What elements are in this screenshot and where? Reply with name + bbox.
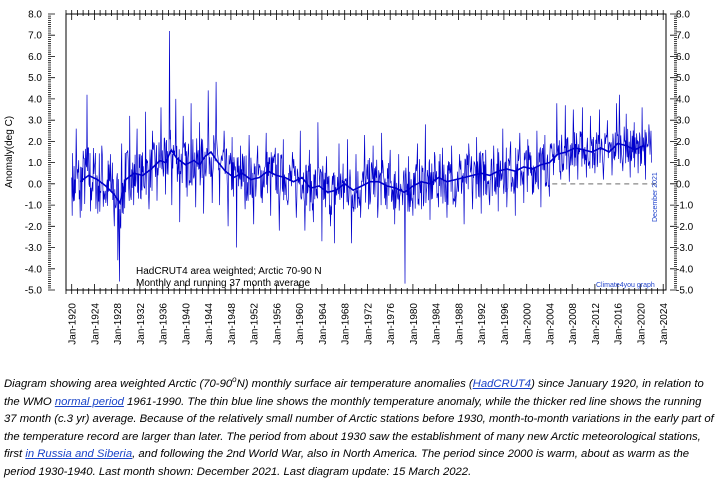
caption-text-4: 1961-1990. The thin blue line shows the …: [4, 395, 714, 461]
y-tick-label-left: 7.0: [28, 31, 42, 42]
axis-ticks: [48, 10, 677, 294]
plot-frame: [65, 13, 667, 291]
normal-period-link[interactable]: normal period: [54, 395, 124, 408]
x-tick-labels: Jan-1920 Jan-1924 Jan-1928 Jan-1932 Jan-1936…: [68, 303, 670, 345]
arctic-temperature-chart: 8.0 7.0 6.0 5.0 4.0 3.0 2.0 1.0 0.0 -1.0 -2.0 -3.0 -…: [4, 9, 694, 345]
x-tick-label: Jan-1952: [250, 303, 261, 345]
x-tick-label: Jan-1936: [159, 303, 170, 345]
x-tick-label: Jan-1940: [181, 303, 192, 345]
y-tick-label-left: -5.0: [25, 286, 43, 297]
y-tick-label-left: -3.0: [25, 243, 43, 254]
x-tick-label: Jan-2016: [614, 303, 625, 345]
x-tick-label: Jan-1944: [204, 303, 215, 345]
y-tick-label-left: 8.0: [28, 10, 42, 21]
rotated-date-label: December 2021: [652, 172, 659, 222]
y-tick-label-left: 0.0: [28, 179, 42, 190]
y-tick-label-left: -2.0: [25, 222, 43, 233]
y-tick-label-left: 3.0: [28, 116, 42, 127]
y-tick-label-left: -1.0: [25, 201, 43, 212]
x-tick-label: Jan-1992: [477, 303, 488, 345]
x-tick-label: Jan-1976: [386, 303, 397, 345]
x-tick-label: Jan-1980: [409, 303, 420, 345]
x-tick-label: Jan-2024: [659, 303, 670, 345]
x-tick-label: Jan-2012: [591, 303, 602, 345]
caption-text-5: , and following the 2nd World War, also …: [4, 448, 690, 478]
x-tick-label: Jan-1988: [454, 303, 465, 345]
y-tick-label-left: 1.0: [28, 158, 42, 169]
russia-siberia-link[interactable]: in Russia and Siberia: [25, 448, 133, 461]
y-tick-label-right: -3.0: [676, 243, 694, 254]
x-tick-label: Jan-1920: [68, 303, 79, 345]
figure-caption: Diagram showing area weighted Arctic (70…: [4, 376, 714, 482]
climate4you-watermark: Climate4you graph: [596, 282, 655, 289]
y-tick-label-right: -5.0: [676, 286, 694, 297]
x-tick-label: Jan-1924: [90, 303, 101, 345]
y-tick-label-right: 6.0: [676, 52, 690, 63]
y-tick-label-left: 5.0: [28, 73, 42, 84]
y-axis-label: Anomaly(deg C): [4, 116, 15, 188]
y-tick-label-right: -2.0: [676, 222, 694, 233]
inset-label-2: Monthly and running 37 month average: [136, 278, 310, 289]
x-tick-label: Jan-2008: [568, 303, 579, 345]
y-tick-label-left: 4.0: [28, 94, 42, 105]
tick-marks: [48, 10, 677, 294]
degree-superscript: o: [232, 375, 237, 385]
monthly-anomaly-line: [71, 30, 652, 284]
x-tick-label: Jan-2000: [523, 303, 534, 345]
x-tick-label: Jan-1956: [272, 303, 283, 345]
y-tick-label-right: -4.0: [676, 264, 694, 275]
x-tick-label: Jan-2020: [636, 303, 647, 345]
y-tick-label-left: 6.0: [28, 52, 42, 63]
y-tick-label-right: 4.0: [676, 94, 690, 105]
y-tick-label-left: 2.0: [28, 137, 42, 148]
x-tick-label: Jan-1960: [295, 303, 306, 345]
running-average-line: [79, 142, 647, 205]
x-tick-label: Jan-1972: [363, 303, 374, 345]
y-tick-labels-right: 8.0 7.0 6.0 5.0 4.0 3.0 2.0 1.0 0.0 -1.0 -2.0 -3.0 -…: [676, 10, 694, 297]
y-tick-label-right: 2.0: [676, 137, 690, 148]
x-tick-label: Jan-1948: [227, 303, 238, 345]
x-tick-label: Jan-1928: [113, 303, 124, 345]
x-tick-label: Jan-1932: [136, 303, 147, 345]
x-tick-label: Jan-1984: [432, 303, 443, 345]
y-tick-label-right: 1.0: [676, 158, 690, 169]
y-tick-label-right: 8.0: [676, 10, 690, 21]
y-tick-label-left: -4.0: [25, 264, 43, 275]
y-tick-label-right: 3.0: [676, 116, 690, 127]
hadcrut4-link[interactable]: HadCRUT4: [472, 378, 532, 390]
caption-text-1: Diagram showing area weighted Arctic (70…: [4, 378, 233, 390]
caption-text-3: ) since January 1920, in relation to the…: [4, 378, 704, 408]
y-tick-label-right: 5.0: [676, 73, 690, 84]
y-tick-label-right: 0.0: [676, 179, 690, 190]
y-tick-label-right: 7.0: [676, 31, 690, 42]
x-tick-label: Jan-1968: [341, 303, 352, 345]
x-tick-label: Jan-1964: [318, 303, 329, 345]
y-tick-labels-left: 8.0 7.0 6.0 5.0 4.0 3.0 2.0 1.0 0.0 -1.0 -2.0 -3.0 -…: [25, 10, 43, 297]
caption-text-2: N) monthly surface air temperature anoma…: [236, 378, 473, 390]
x-tick-label: Jan-2004: [545, 303, 556, 345]
x-tick-label: Jan-1996: [500, 303, 511, 345]
inset-label-1: HadCRUT4 area weighted; Arctic 70-90 N: [136, 266, 322, 277]
y-tick-label-right: -1.0: [676, 201, 694, 212]
